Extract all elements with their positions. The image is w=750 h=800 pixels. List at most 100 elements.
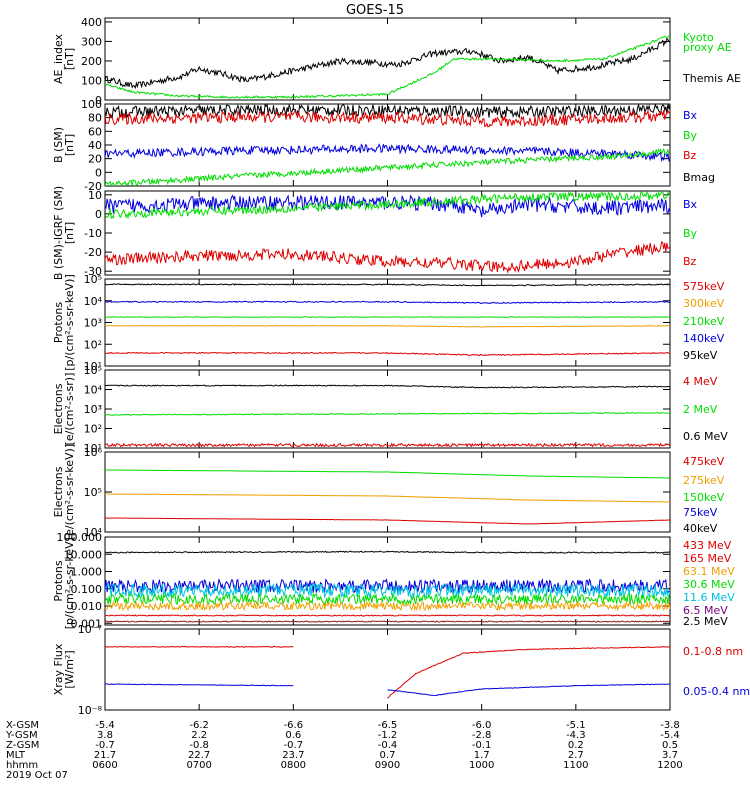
series-line	[105, 411, 670, 416]
y-tick-label: 0.100	[71, 583, 103, 596]
y-axis-label: Protons[p/(cm²-s-sr-keV)]	[52, 274, 76, 371]
ephemeris-value: 0600	[92, 760, 117, 771]
series-line	[105, 109, 670, 128]
ephemeris-value: 0900	[375, 760, 400, 771]
ephemeris-value: -3.8	[660, 720, 680, 731]
y-tick-label: 10⁵	[84, 364, 102, 377]
series-line	[105, 384, 670, 389]
y-axis-label: Protons[p/(cm²-s-sr-keV)]	[52, 533, 76, 630]
legend-entry: 0.6 MeV	[683, 430, 728, 443]
y-tick-label: -30	[84, 265, 102, 278]
ephemeris-value: -5.1	[566, 720, 586, 731]
y-axis-label: Electrons[e/(cm²-s-sr-keV)]	[52, 444, 76, 540]
ephemeris-value: -6.5	[378, 720, 398, 731]
y-tick-label: 10⁵	[84, 273, 102, 286]
y-tick-label: 10⁴	[84, 295, 103, 308]
series-line	[105, 35, 670, 100]
legend-entry: 140keV	[683, 332, 725, 345]
y-tick-label: 1.000	[71, 566, 103, 579]
series-line	[105, 191, 670, 220]
ephemeris-value: 0.2	[568, 740, 584, 751]
ephemeris-label: hhmm	[6, 760, 38, 771]
ephemeris-value: -5.4	[95, 720, 115, 731]
series-line	[105, 577, 670, 595]
y-tick-label: 20	[88, 153, 102, 166]
legend-entry: 575keV	[683, 280, 725, 293]
ephemeris-value: 21.7	[94, 750, 116, 761]
legend-entry: 2 MeV	[683, 403, 718, 416]
legend-entry: 2.5 MeV	[683, 615, 728, 628]
series-line	[105, 517, 670, 525]
legend-entry: 63.1 MeV	[683, 565, 735, 578]
legend-entry: 300keV	[683, 297, 725, 310]
panel-6: 10⁶ 10⁵ 10⁴ Electrons[e/(cm²-s-sr-keV)] 475k…	[52, 444, 725, 540]
ephemeris-value: 0.6	[285, 730, 301, 741]
y-tick-label: -20	[84, 180, 102, 193]
y-tick-label: -20	[84, 246, 102, 259]
series-line	[387, 683, 670, 697]
ephemeris-value: 22.7	[188, 750, 210, 761]
y-tick-label: 10³	[84, 317, 102, 330]
series-line	[105, 324, 670, 328]
ephemeris-value: -0.1	[472, 740, 492, 751]
ephemeris-value: 3.8	[97, 730, 113, 741]
ephemeris-value: 0.7	[380, 750, 396, 761]
ephemeris-value: 1100	[563, 760, 588, 771]
legend-entry: Themis AE	[682, 72, 741, 85]
y-tick-label: 100.000	[57, 531, 103, 544]
legend-entry: 0.05-0.4 nm	[683, 685, 750, 698]
legend-entry: 150keV	[683, 491, 725, 504]
y-tick-label: 10⁻⁸	[78, 704, 103, 717]
ephemeris-value: -0.4	[378, 740, 398, 751]
panel-7: 100.000 10.000 1.000 0.100 0.010 0.001Protons…	[52, 531, 735, 630]
y-tick-label: -10	[84, 227, 102, 240]
panel-frame	[104, 369, 671, 449]
legend-entry: Bx	[683, 109, 698, 122]
y-tick-label: 300	[81, 35, 102, 48]
ephemeris-label: Y-GSM	[5, 730, 38, 741]
legend-entry: By	[683, 227, 698, 240]
series-line	[105, 620, 670, 623]
y-tick-label: 40	[88, 139, 102, 152]
series-line	[105, 300, 670, 304]
ephemeris-label: Z-GSM	[6, 740, 39, 751]
ephemeris-value: -5.4	[660, 730, 680, 741]
ephemeris-value: -6.6	[284, 720, 304, 731]
legend-entry: 433 MeV	[683, 539, 732, 552]
ephemeris-label: X-GSM	[6, 720, 39, 731]
series-line	[105, 194, 670, 218]
legend-entry: Bx	[683, 198, 698, 211]
legend-entry: 165 MeV	[683, 552, 732, 565]
ephemeris-value: 3.7	[662, 750, 678, 761]
series-line	[105, 442, 670, 448]
y-tick-label: 10⁴	[84, 384, 103, 397]
y-axis-label: Xray Flux[W/m²]	[52, 643, 76, 695]
y-tick-label: 10⁵	[84, 486, 102, 499]
ephemeris-value: 0.5	[662, 740, 678, 751]
legend-entry: 95keV	[683, 349, 718, 362]
series-line	[105, 614, 670, 617]
series-line	[105, 600, 670, 612]
panel-3: 10 0 -10 -20 -30 B (SM)-IGRF (SM)[nT] Bx By Bz	[52, 186, 698, 280]
y-tick-label: 0.010	[71, 600, 103, 613]
ephemeris-value: -4.3	[566, 730, 586, 741]
series-line	[105, 241, 670, 274]
series-line	[105, 645, 294, 648]
legend-entry: 4 MeV	[683, 375, 718, 388]
y-tick-label: 100	[81, 74, 102, 87]
legend-entry: 475keV	[683, 455, 725, 468]
y-axis-label: Electrons[e/(cm²-s-sr)]	[52, 373, 76, 446]
series-line	[105, 143, 670, 163]
series-line	[105, 550, 670, 554]
y-axis-label: AE_index[nT]	[52, 33, 76, 84]
legend-entry: 6.5 MeV	[683, 604, 728, 617]
legend-entry: By	[683, 129, 698, 142]
legend-entry: 210keV	[683, 315, 725, 328]
series-line	[105, 683, 294, 687]
ephemeris-value: 2.7	[568, 750, 584, 761]
y-tick-label: 10²	[84, 423, 102, 436]
y-tick-label: 10.000	[64, 548, 103, 561]
series-line	[105, 592, 670, 606]
